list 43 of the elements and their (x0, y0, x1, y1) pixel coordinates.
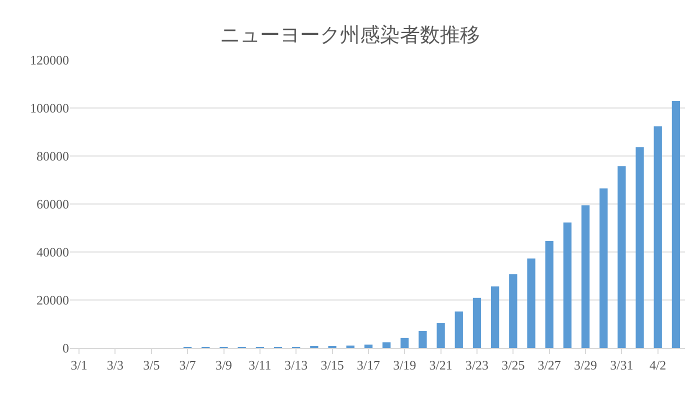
chart-title: ニューヨーク州感染者数推移 (220, 24, 480, 47)
y-tick-label: 120000 (30, 52, 69, 68)
x-tick-label: 3/7 (179, 358, 196, 373)
x-tick-label: 3/21 (429, 358, 452, 373)
y-tick-label: 80000 (36, 148, 69, 164)
x-tick-label: 3/19 (393, 358, 416, 373)
x-tick-label: 4/2 (650, 358, 666, 373)
x-tick-label: 3/31 (610, 358, 634, 373)
bar (418, 330, 427, 348)
bar (400, 338, 409, 348)
bar (600, 188, 608, 348)
bar (581, 205, 590, 348)
x-tick-label: 3/15 (320, 358, 344, 373)
x-tick-label: 3/13 (284, 358, 308, 373)
bar (545, 240, 554, 348)
bar (527, 258, 536, 348)
bar (472, 298, 482, 348)
y-tick-label: 40000 (36, 244, 69, 260)
bar (364, 344, 373, 348)
x-tick-label: 3/23 (465, 358, 489, 373)
x-tick-label: 3/9 (215, 358, 232, 373)
x-tick-label: 3/29 (574, 358, 598, 373)
x-tick-label: 3/3 (106, 358, 124, 373)
x-tick-label: 3/1 (70, 358, 88, 373)
x-tick-label: 3/25 (502, 358, 525, 373)
bar (491, 286, 500, 348)
x-tick-label: 3/17 (356, 358, 381, 373)
y-tick-label: 100000 (30, 100, 69, 116)
x-tick-label: 3/5 (143, 358, 160, 373)
y-tick-label: 60000 (36, 196, 69, 212)
x-tick-label: 3/27 (538, 358, 562, 373)
bar (563, 222, 572, 348)
bar (454, 312, 463, 348)
bar (636, 147, 644, 348)
y-tick-label: 0 (62, 340, 69, 356)
y-tick-label: 20000 (36, 292, 69, 308)
x-tick-label: 3/11 (248, 358, 272, 373)
bar (382, 342, 391, 348)
bar (672, 101, 680, 348)
bar (436, 323, 445, 348)
bar (654, 126, 662, 348)
bar (618, 166, 626, 348)
bar (509, 274, 518, 348)
